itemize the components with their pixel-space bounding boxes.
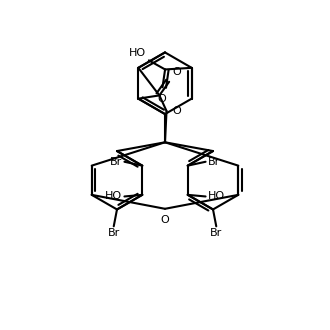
Text: O: O [172,106,181,116]
Text: HO: HO [105,191,122,202]
Text: Br: Br [210,228,222,238]
Text: Br: Br [108,228,120,238]
Text: O: O [172,67,181,77]
Text: HO: HO [208,191,225,202]
Text: O: O [158,94,167,104]
Text: Br: Br [208,157,220,167]
Text: Br: Br [110,157,122,167]
Text: O: O [161,215,169,225]
Text: HO: HO [129,48,146,58]
